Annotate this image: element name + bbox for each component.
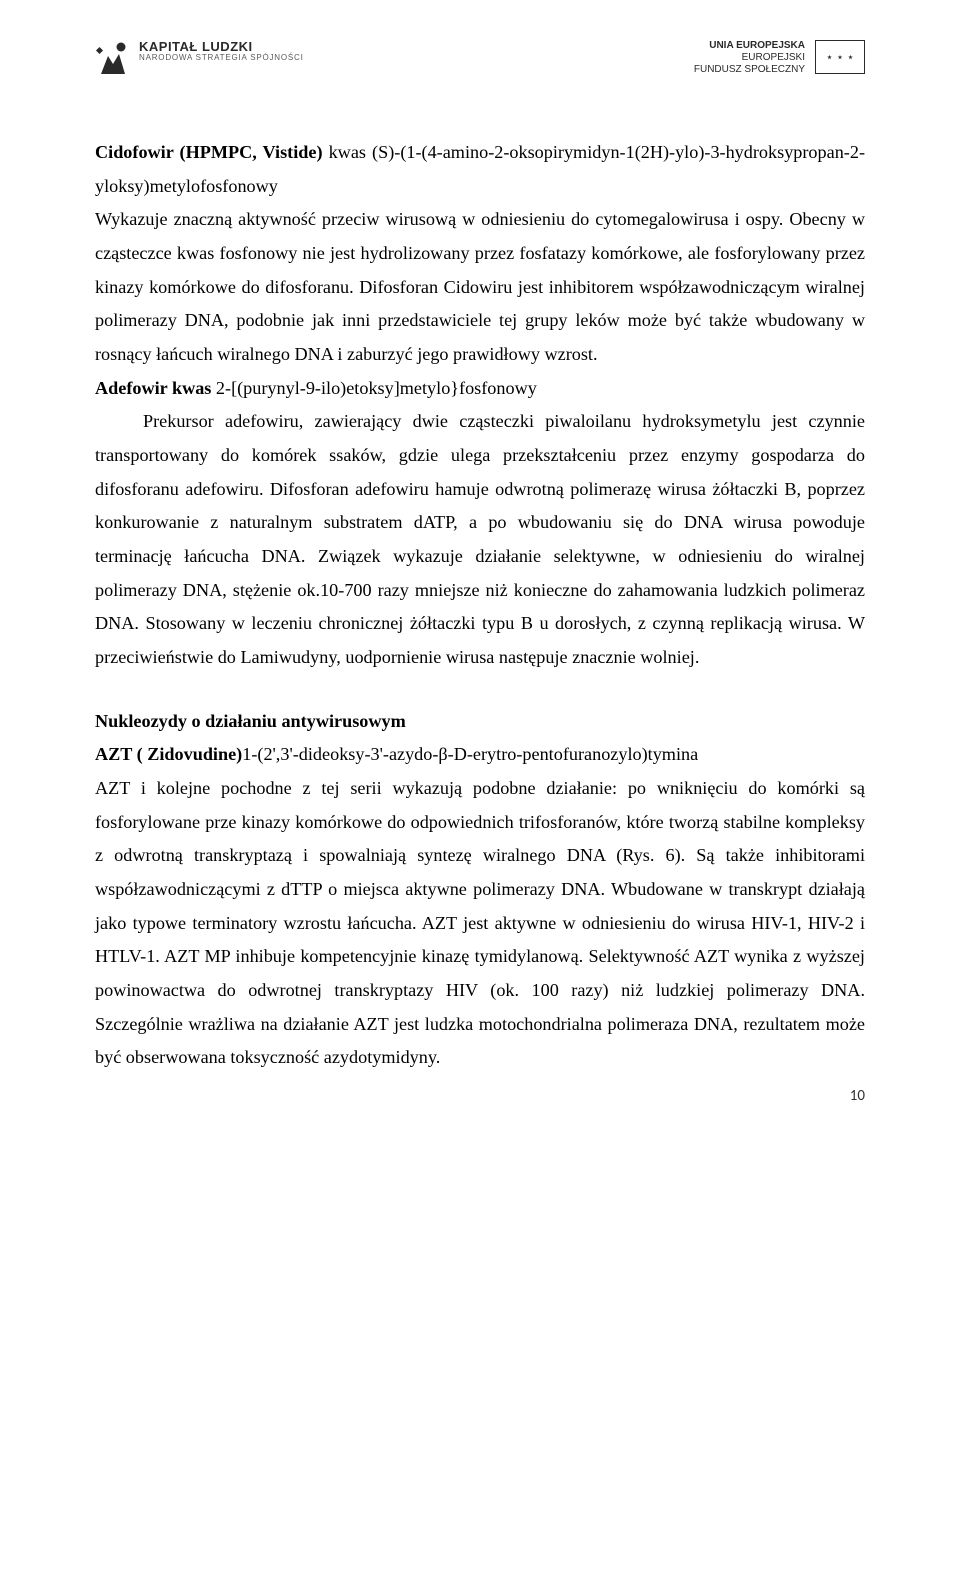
para-cidofowir-body: Wykazuje znaczną aktywność przeciw wirus… (95, 203, 865, 371)
section-gap (95, 675, 865, 705)
eu-line2: EUROPEJSKI (742, 52, 805, 64)
para-adefowir-body: Prekursor adefowiru, zawierający dwie cz… (95, 405, 865, 674)
page-number: 10 (850, 1087, 865, 1105)
para-azt-body: AZT i kolejne pochodne z tej serii wykaz… (95, 772, 865, 1075)
eu-line3: FUNDUSZ SPOŁECZNY (694, 64, 805, 76)
kl-subtitle: NARODOWA STRATEGIA SPÓJNOŚCI (139, 54, 304, 63)
kl-text: KAPITAŁ LUDZKI NARODOWA STRATEGIA SPÓJNO… (139, 40, 304, 63)
adefowir-formula: 2-[(purynyl-9-ilo)etoksy]metylo}fosfonow… (211, 378, 536, 398)
logo-eu: UNIA EUROPEJSKA EUROPEJSKI FUNDUSZ SPOŁE… (694, 40, 865, 76)
kl-mark-icon (95, 40, 131, 76)
logo-kapital-ludzki: KAPITAŁ LUDZKI NARODOWA STRATEGIA SPÓJNO… (95, 40, 304, 76)
kl-title: KAPITAŁ LUDZKI (139, 40, 304, 54)
document-page: KAPITAŁ LUDZKI NARODOWA STRATEGIA SPÓJNO… (0, 0, 960, 1125)
eu-stars: ⋆ ⋆ ⋆ (826, 50, 855, 65)
cidofowir-name: Cidofowir (HPMPC, Vistide) (95, 142, 323, 162)
azt-formula: 1-(2',3'-dideoksy-3'-azydo-β-D-erytro-pe… (242, 744, 698, 764)
document-body: Cidofowir (HPMPC, Vistide) kwas (S)-(1-(… (95, 136, 865, 1075)
para-adefowir-lead: Adefowir kwas 2-[(purynyl-9-ilo)etoksy]m… (95, 372, 865, 406)
page-header: KAPITAŁ LUDZKI NARODOWA STRATEGIA SPÓJNO… (95, 40, 865, 76)
eu-text: UNIA EUROPEJSKA EUROPEJSKI FUNDUSZ SPOŁE… (694, 40, 805, 76)
eu-line1: UNIA EUROPEJSKA (709, 40, 805, 52)
adefowir-name: Adefowir kwas (95, 378, 211, 398)
azt-name: AZT ( Zidovudine) (95, 744, 242, 764)
para-cidofowir-lead: Cidofowir (HPMPC, Vistide) kwas (S)-(1-(… (95, 136, 865, 203)
para-azt-lead: AZT ( Zidovudine)1-(2',3'-dideoksy-3'-az… (95, 738, 865, 772)
heading-nukleozydy: Nukleozydy o działaniu antywirusowym (95, 705, 865, 739)
eu-flag-icon: ⋆ ⋆ ⋆ (815, 40, 865, 74)
